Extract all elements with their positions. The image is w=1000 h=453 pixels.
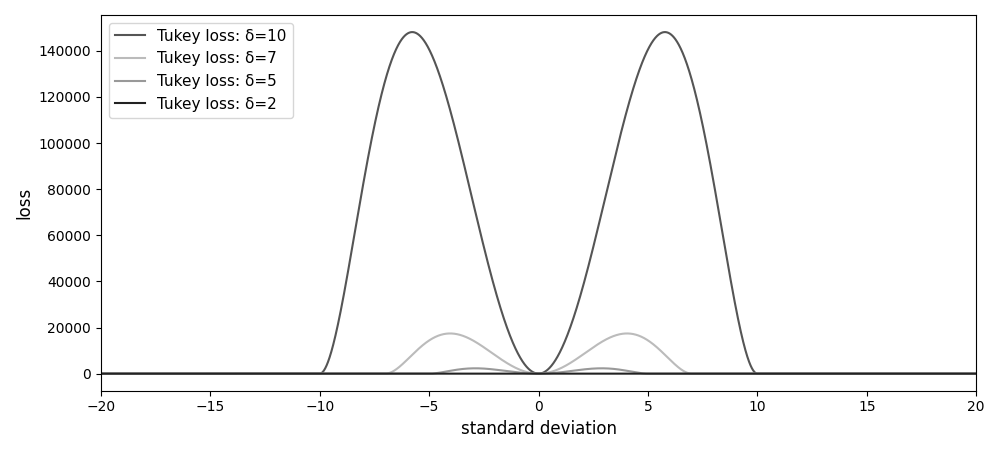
Tukey loss: δ=7: (-0.442, 465): δ=7: (-0.442, 465) — [523, 370, 535, 375]
Tukey loss: δ=5: (-19.8, 0): δ=5: (-19.8, 0) — [99, 371, 111, 376]
Tukey loss: δ=2: (1.15, 9.48): δ=2: (1.15, 9.48) — [558, 371, 570, 376]
Tukey loss: δ=7: (-17.6, 0): δ=7: (-17.6, 0) — [147, 371, 159, 376]
Y-axis label: loss: loss — [15, 187, 33, 219]
Tukey loss: δ=10: (-20, 0): δ=10: (-20, 0) — [95, 371, 107, 376]
Tukey loss: δ=10: (-17.6, 0): δ=10: (-17.6, 0) — [147, 371, 159, 376]
Tukey loss: δ=10: (-0.442, 1.95e+03): δ=10: (-0.442, 1.95e+03) — [523, 366, 535, 372]
Tukey loss: δ=5: (-2.89, 2.31e+03): δ=5: (-2.89, 2.31e+03) — [469, 366, 481, 371]
Line: Tukey loss: δ=7: Tukey loss: δ=7 — [101, 333, 976, 374]
Tukey loss: δ=2: (-19.8, 0): δ=2: (-19.8, 0) — [99, 371, 111, 376]
Tukey loss: δ=2: (-17.6, 0): δ=2: (-17.6, 0) — [147, 371, 159, 376]
Line: Tukey loss: δ=5: Tukey loss: δ=5 — [101, 368, 976, 374]
Tukey loss: δ=5: (20, 0): δ=5: (20, 0) — [970, 371, 982, 376]
Tukey loss: δ=5: (-18.3, 0): δ=5: (-18.3, 0) — [131, 371, 143, 376]
Tukey loss: δ=10: (-19.8, 0): δ=10: (-19.8, 0) — [99, 371, 111, 376]
Tukey loss: δ=7: (-18.3, 0): δ=7: (-18.3, 0) — [131, 371, 143, 376]
Tukey loss: δ=2: (17.9, 0): δ=2: (17.9, 0) — [924, 371, 936, 376]
Tukey loss: δ=7: (17.9, 0): δ=7: (17.9, 0) — [924, 371, 936, 376]
Tukey loss: δ=5: (-12.2, 0): δ=5: (-12.2, 0) — [266, 371, 278, 376]
Tukey loss: δ=5: (-0.442, 120): δ=5: (-0.442, 120) — [523, 371, 535, 376]
Tukey loss: δ=7: (-20, 0): δ=7: (-20, 0) — [95, 371, 107, 376]
Tukey loss: δ=5: (-17.6, 0): δ=5: (-17.6, 0) — [147, 371, 159, 376]
Tukey loss: δ=7: (-4.04, 1.74e+04): δ=7: (-4.04, 1.74e+04) — [444, 331, 456, 336]
Tukey loss: δ=10: (-5.77, 1.48e+05): δ=10: (-5.77, 1.48e+05) — [406, 29, 418, 35]
Line: Tukey loss: δ=10: Tukey loss: δ=10 — [101, 32, 976, 374]
Tukey loss: δ=2: (-20, 0): δ=2: (-20, 0) — [95, 371, 107, 376]
Tukey loss: δ=10: (20, 0): δ=10: (20, 0) — [970, 371, 982, 376]
Tukey loss: δ=5: (17.9, 0): δ=5: (17.9, 0) — [924, 371, 936, 376]
Tukey loss: δ=2: (20, 0): δ=2: (20, 0) — [970, 371, 982, 376]
Tukey loss: δ=2: (-18.3, 0): δ=2: (-18.3, 0) — [131, 371, 143, 376]
Tukey loss: δ=10: (-12.2, 0): δ=10: (-12.2, 0) — [266, 371, 278, 376]
Tukey loss: δ=2: (-12.2, 0): δ=2: (-12.2, 0) — [266, 371, 278, 376]
X-axis label: standard deviation: standard deviation — [461, 420, 617, 438]
Legend: Tukey loss: δ=10, Tukey loss: δ=7, Tukey loss: δ=5, Tukey loss: δ=2: Tukey loss: δ=10, Tukey loss: δ=7, Tukey… — [109, 23, 293, 118]
Tukey loss: δ=5: (-20, 0): δ=5: (-20, 0) — [95, 371, 107, 376]
Tukey loss: δ=10: (17.9, 0): δ=10: (17.9, 0) — [924, 371, 936, 376]
Tukey loss: δ=7: (-19.8, 0): δ=7: (-19.8, 0) — [99, 371, 111, 376]
Tukey loss: δ=10: (-18.3, 0): δ=10: (-18.3, 0) — [131, 371, 143, 376]
Tukey loss: δ=2: (-0.446, 2.87): δ=2: (-0.446, 2.87) — [523, 371, 535, 376]
Tukey loss: δ=7: (-12.2, 0): δ=7: (-12.2, 0) — [266, 371, 278, 376]
Tukey loss: δ=7: (20, 0): δ=7: (20, 0) — [970, 371, 982, 376]
